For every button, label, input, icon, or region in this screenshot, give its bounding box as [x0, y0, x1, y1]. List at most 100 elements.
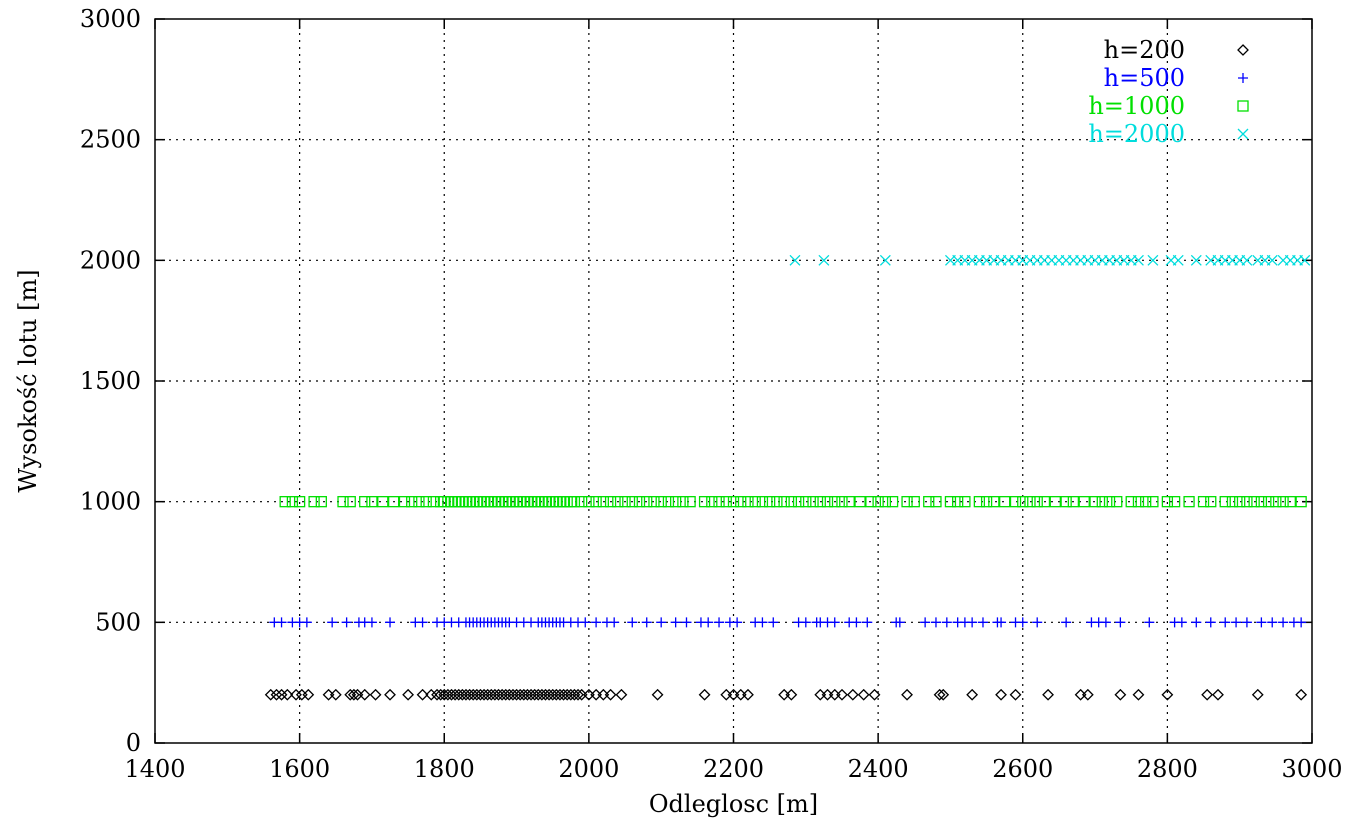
- data-point: [768, 617, 779, 628]
- data-point: [1183, 496, 1195, 508]
- y-tick-labels: 0 500 1000 1500 2000 2500 3000: [80, 5, 141, 757]
- y-tick-label: 3000: [80, 5, 141, 33]
- data-point: [453, 496, 465, 508]
- data-point: [337, 496, 349, 508]
- data-point: [445, 688, 458, 701]
- data-point: [1176, 617, 1187, 628]
- data-point: [604, 688, 617, 701]
- data-point: [821, 688, 834, 701]
- data-point: [865, 496, 877, 508]
- data-point: [417, 617, 428, 628]
- data-point: [467, 688, 480, 701]
- data-point: [1220, 617, 1231, 628]
- y-tick-label: 1000: [80, 488, 141, 516]
- data-point: [366, 617, 377, 628]
- data-point: [1251, 688, 1264, 701]
- legend-label: h=2000: [1088, 120, 1185, 148]
- data-point: [1172, 254, 1184, 266]
- data-point: [366, 496, 378, 508]
- data-point: [1061, 617, 1072, 628]
- data-point: [590, 688, 603, 701]
- data-point: [359, 496, 371, 508]
- data-point: [627, 617, 638, 628]
- legend-marker-symbol: [1238, 73, 1248, 83]
- data-point: [398, 496, 411, 508]
- data-point: [879, 254, 891, 266]
- data-point: [872, 496, 884, 508]
- data-point: [564, 688, 577, 701]
- data-point: [670, 617, 681, 628]
- data-point: [1103, 496, 1116, 508]
- data-point: [829, 496, 841, 508]
- legend-marker-symbol: [1237, 100, 1249, 112]
- data-point: [503, 688, 516, 701]
- data-point: [496, 688, 509, 701]
- data-point: [1089, 496, 1101, 508]
- data-point: [720, 496, 732, 508]
- data-point: [406, 496, 418, 508]
- data-point: [528, 688, 541, 701]
- data-point: [550, 496, 562, 508]
- data-point: [1234, 496, 1246, 508]
- data-point: [1241, 254, 1253, 266]
- x-tick-labels: 1400 1600 1800 2000 2200 2400 2600 2800 3000: [124, 755, 1342, 783]
- data-point: [591, 617, 602, 628]
- data-point: [1147, 254, 1159, 266]
- data-point: [901, 688, 913, 701]
- data-point: [456, 496, 468, 508]
- data-point: [535, 688, 548, 701]
- data-point: [901, 496, 913, 508]
- data-point: [846, 688, 859, 701]
- data-point: [575, 688, 588, 701]
- data-point: [481, 688, 494, 701]
- data-point: [908, 496, 920, 508]
- data-point: [1231, 617, 1242, 628]
- data-point: [742, 496, 754, 508]
- data-point: [1267, 617, 1278, 628]
- data-point: [1042, 688, 1054, 701]
- data-point: [1147, 496, 1159, 508]
- data-point: [1205, 617, 1216, 628]
- data-point: [930, 617, 941, 628]
- data-point: [1111, 496, 1123, 508]
- data-point: [485, 688, 498, 701]
- data-point: [967, 617, 978, 628]
- data-point: [1140, 496, 1152, 508]
- data-point: [706, 496, 718, 508]
- data-point: [756, 496, 769, 508]
- data-point: [952, 496, 964, 508]
- data-point: [713, 496, 725, 508]
- data-point: [583, 496, 595, 508]
- data-point: [836, 496, 848, 508]
- data-point: [641, 496, 653, 508]
- data-point: [554, 688, 566, 701]
- data-point: [757, 617, 768, 628]
- data-point: [894, 617, 905, 628]
- data-point: [1031, 496, 1043, 508]
- data-point: [851, 617, 862, 628]
- data-point: [612, 496, 624, 508]
- data-point: [293, 496, 306, 508]
- data-point: [514, 688, 527, 701]
- data-point: [1017, 496, 1029, 508]
- data-point: [580, 617, 591, 628]
- data-point: [879, 496, 892, 508]
- data-point: [308, 496, 320, 508]
- data-point: [344, 496, 356, 508]
- plot-frame: [154, 18, 1313, 744]
- data-point: [698, 688, 711, 701]
- data-point: [1266, 254, 1278, 266]
- data-point: [807, 496, 819, 508]
- data-point: [557, 496, 570, 508]
- data-point: [1114, 688, 1127, 701]
- data-point: [800, 496, 812, 508]
- data-point: [771, 496, 783, 508]
- x-tick-label: 2600: [992, 755, 1053, 783]
- x-tick-label: 2200: [703, 755, 764, 783]
- data-point: [1190, 254, 1202, 266]
- data-point: [930, 496, 942, 508]
- data-point: [499, 688, 512, 701]
- data-point: [276, 617, 287, 628]
- data-point: [1299, 254, 1311, 266]
- data-point: [369, 688, 382, 701]
